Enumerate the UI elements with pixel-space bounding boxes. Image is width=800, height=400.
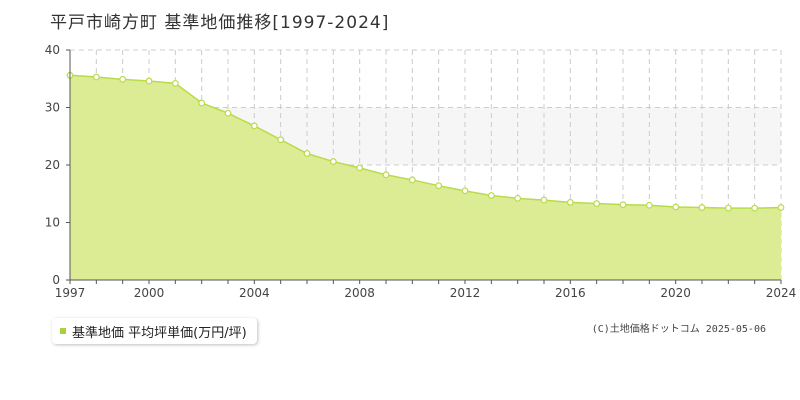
data-point <box>198 99 206 107</box>
x-tick-label: 2000 <box>134 286 165 300</box>
data-point <box>356 164 364 172</box>
x-tick-label: 2024 <box>766 286 797 300</box>
data-point <box>645 201 653 209</box>
data-point <box>329 158 337 165</box>
data-point <box>382 171 390 179</box>
data-point <box>777 204 785 211</box>
y-tick-label: 0 <box>52 273 60 287</box>
y-tick-label: 10 <box>45 216 60 230</box>
data-point <box>593 200 601 207</box>
x-tick-label: 2012 <box>450 286 481 300</box>
data-point <box>224 109 232 117</box>
data-point <box>277 136 285 144</box>
data-point <box>751 204 759 212</box>
data-point <box>303 150 311 157</box>
data-point <box>92 73 100 81</box>
x-tick-label: 2004 <box>239 286 270 300</box>
data-point <box>487 192 495 199</box>
legend[interactable]: 基準地価 平均坪単価(万円/坪) <box>52 318 257 344</box>
data-point <box>145 77 153 85</box>
data-point <box>698 204 706 211</box>
data-point <box>514 194 522 202</box>
chart-title: 平戸市崎方町 基準地価推移[1997-2024] <box>50 13 390 33</box>
x-tick-label: 2008 <box>344 286 375 300</box>
series-line <box>69 74 782 209</box>
data-point <box>672 203 680 211</box>
data-point <box>119 75 127 83</box>
y-tick-label: 20 <box>45 158 60 172</box>
x-tick-label: 2020 <box>660 286 691 300</box>
data-point <box>619 201 627 209</box>
series-area <box>70 75 781 280</box>
x-tick-label: 2016 <box>555 286 586 300</box>
data-point <box>540 196 548 204</box>
x-tick-label: 1997 <box>55 286 86 300</box>
data-point <box>724 204 732 212</box>
copyright-text: (C)土地価格ドットコム 2025-05-06 <box>591 324 766 335</box>
y-tick-label: 40 <box>45 43 60 57</box>
data-point <box>408 176 416 184</box>
data-point <box>566 198 574 206</box>
data-point <box>171 79 179 87</box>
legend-label: 基準地価 平均坪単価(万円/坪) <box>72 325 247 341</box>
data-point <box>435 182 443 190</box>
data-point <box>250 122 258 130</box>
legend-swatch <box>60 328 66 334</box>
y-tick-label: 30 <box>45 101 60 115</box>
data-point <box>461 187 469 195</box>
